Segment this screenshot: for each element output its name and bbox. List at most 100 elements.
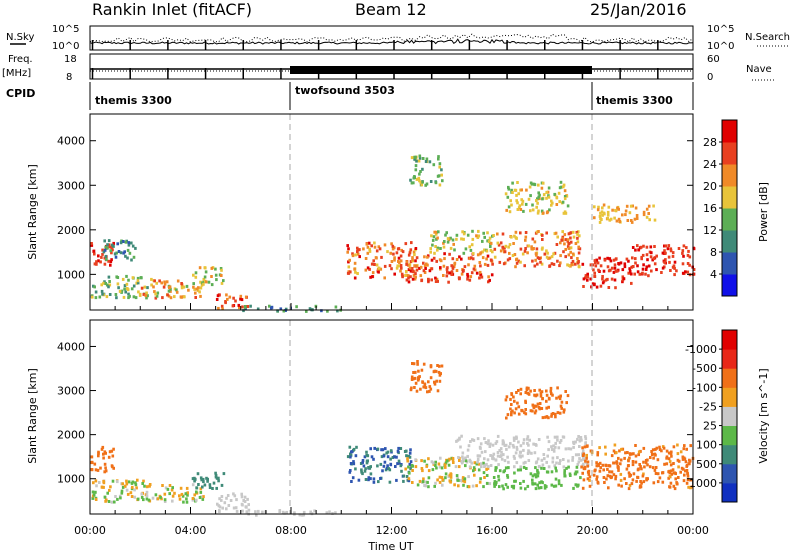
heatmap-cell bbox=[472, 252, 475, 256]
heatmap-cell bbox=[671, 265, 675, 269]
heatmap-cell bbox=[347, 260, 350, 264]
heatmap-cell bbox=[506, 455, 509, 459]
heatmap-cell bbox=[596, 453, 599, 457]
heatmap-cell bbox=[628, 452, 632, 456]
heatmap-cell bbox=[564, 238, 568, 242]
heatmap-cell bbox=[554, 412, 557, 416]
heatmap-cell bbox=[526, 484, 530, 488]
heatmap-cell bbox=[101, 252, 104, 256]
heatmap-cell bbox=[534, 473, 537, 477]
heatmap-cell bbox=[556, 456, 559, 460]
heatmap-cell bbox=[295, 305, 298, 309]
heatmap-cell bbox=[669, 269, 672, 272]
heatmap-cell bbox=[674, 472, 677, 476]
heatmap-cell bbox=[623, 265, 627, 269]
heatmap-cell bbox=[436, 248, 439, 252]
heatmap-cell bbox=[91, 295, 94, 299]
heatmap-cell bbox=[366, 454, 370, 458]
heatmap-cell bbox=[507, 445, 511, 449]
heatmap-cell bbox=[107, 285, 110, 289]
heatmap-cell bbox=[482, 461, 485, 465]
heatmap-cell bbox=[438, 373, 442, 377]
heatmap-cell bbox=[517, 389, 520, 392]
heatmap-cell bbox=[192, 285, 195, 289]
heatmap-cell bbox=[487, 465, 490, 469]
heatmap-cell bbox=[503, 246, 506, 250]
heatmap-cell bbox=[556, 435, 559, 439]
heatmap-cell bbox=[540, 407, 544, 410]
heatmap-cell bbox=[595, 464, 599, 468]
heatmap-cell bbox=[581, 262, 585, 266]
heatmap-cell bbox=[431, 238, 435, 242]
heatmap-cell bbox=[413, 277, 417, 281]
heatmap-cell bbox=[509, 442, 512, 446]
heatmap-cell bbox=[516, 181, 519, 184]
heatmap-cell bbox=[114, 293, 118, 296]
heatmap-cell bbox=[595, 285, 599, 289]
heatmap-cell bbox=[160, 281, 163, 285]
heatmap-cell bbox=[433, 230, 436, 234]
heatmap-cell bbox=[645, 207, 649, 211]
colorbar-segment bbox=[722, 425, 737, 446]
heatmap-cell bbox=[512, 395, 515, 399]
heatmap-cell bbox=[110, 251, 113, 255]
power-x-ticks bbox=[89, 303, 694, 310]
heatmap-cell bbox=[654, 466, 658, 469]
heatmap-cell bbox=[367, 478, 370, 482]
heatmap-cell bbox=[615, 460, 619, 464]
heatmap-cell bbox=[468, 465, 472, 469]
heatmap-cell bbox=[537, 230, 540, 233]
heatmap-cell bbox=[407, 280, 411, 284]
heatmap-cell bbox=[647, 264, 651, 268]
heatmap-cell bbox=[466, 233, 470, 237]
heatmap-cell bbox=[477, 468, 481, 472]
heatmap-cell bbox=[586, 477, 590, 481]
heatmap-cell bbox=[577, 435, 580, 438]
heatmap-cell bbox=[671, 254, 675, 258]
heatmap-cell bbox=[432, 163, 436, 167]
heatmap-cell bbox=[102, 452, 105, 456]
heatmap-cell bbox=[667, 470, 670, 474]
heatmap-cell bbox=[159, 495, 162, 499]
heatmap-cell bbox=[606, 277, 609, 281]
heatmap-cell bbox=[451, 266, 455, 270]
heatmap-cell bbox=[451, 238, 455, 242]
heatmap-cell bbox=[407, 274, 410, 278]
heatmap-cell bbox=[534, 466, 537, 470]
heatmap-cell bbox=[386, 464, 389, 468]
heatmap-cell bbox=[550, 392, 553, 396]
heatmap-cell bbox=[499, 249, 503, 253]
heatmap-cell bbox=[477, 234, 481, 238]
heatmap-cell bbox=[496, 241, 500, 245]
heatmap-cell bbox=[514, 230, 518, 234]
heatmap-cell bbox=[536, 457, 540, 461]
heatmap-cell bbox=[127, 480, 131, 484]
heatmap-cell bbox=[664, 251, 667, 255]
heatmap-cell bbox=[617, 217, 621, 221]
heatmap-cell bbox=[134, 481, 137, 485]
heatmap-cell bbox=[541, 197, 544, 201]
colorbar-tick-label: 20 bbox=[703, 180, 717, 193]
heatmap-cell bbox=[564, 248, 567, 251]
heatmap-cell bbox=[668, 475, 672, 479]
colorbar-tick-label: 100 bbox=[696, 439, 717, 452]
heatmap-cell bbox=[519, 450, 522, 454]
heatmap-cell bbox=[166, 293, 169, 297]
heatmap-cell bbox=[642, 263, 645, 267]
heatmap-cell bbox=[379, 477, 382, 480]
heatmap-cell bbox=[667, 451, 671, 455]
heatmap-cell bbox=[132, 284, 136, 288]
heatmap-cell bbox=[351, 476, 355, 480]
heatmap-cell bbox=[487, 240, 491, 244]
heatmap-cell bbox=[122, 240, 125, 243]
heatmap-cell bbox=[479, 462, 483, 466]
heatmap-cell bbox=[540, 209, 544, 213]
heatmap-cell bbox=[513, 411, 516, 415]
heatmap-cell bbox=[204, 266, 207, 270]
heatmap-cell bbox=[536, 262, 539, 266]
heatmap-cell bbox=[633, 272, 636, 276]
heatmap-cell bbox=[414, 465, 418, 469]
heatmap-cell bbox=[586, 275, 590, 279]
heatmap-cell bbox=[481, 250, 484, 254]
heatmap-cell bbox=[427, 280, 430, 284]
